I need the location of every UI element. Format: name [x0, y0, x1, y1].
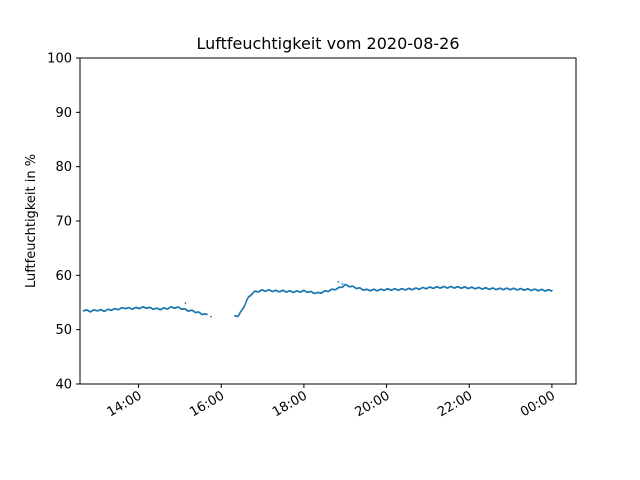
x-axis: 14:00 16:00 18:00 20:00 22:00 00:00	[105, 384, 558, 420]
y-tick-label: 60	[55, 269, 72, 284]
data-point	[341, 283, 344, 285]
y-tick-label: 70	[55, 215, 72, 230]
data-point	[550, 289, 553, 292]
plot-area-frame	[79, 57, 577, 385]
data-point	[184, 302, 187, 304]
x-tick-label: 00:00	[518, 388, 558, 420]
y-tick-label: 40	[55, 378, 72, 393]
y-tick-label: 80	[55, 160, 72, 175]
scatter-points	[82, 280, 553, 318]
x-tick-label: 22:00	[435, 388, 475, 420]
x-tick-label: 14:00	[105, 388, 145, 420]
y-tick-label: 50	[55, 323, 72, 338]
y-axis: 40 50 60 70 80 90 100	[47, 52, 80, 393]
data-point	[209, 315, 212, 318]
x-tick-label: 16:00	[187, 388, 227, 420]
x-tick-label: 20:00	[353, 388, 393, 420]
data-point	[337, 280, 340, 283]
y-axis-label: Luftfeuchtigkeit in %	[24, 154, 39, 288]
data-point	[206, 313, 208, 316]
y-tick-label: 90	[55, 106, 72, 121]
y-tick-label: 100	[47, 52, 72, 67]
chart-title: Luftfeuchtigkeit vom 2020-08-26	[196, 34, 459, 53]
x-tick-label: 18:00	[270, 388, 310, 420]
